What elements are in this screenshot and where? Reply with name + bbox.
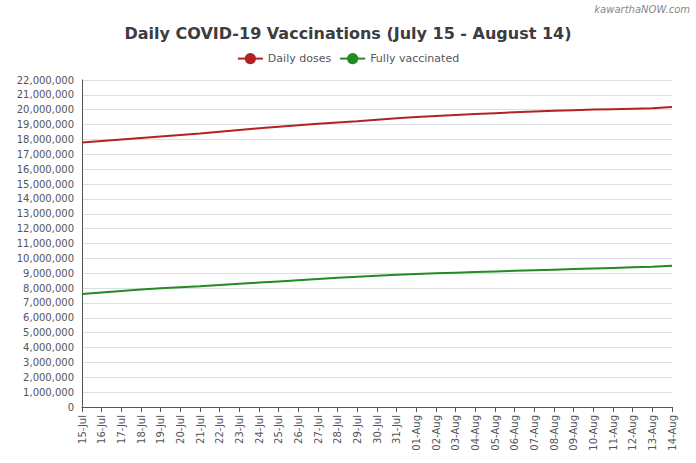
svg-text:27-Jul: 27-Jul <box>313 415 324 444</box>
svg-text:05-Aug: 05-Aug <box>490 415 501 451</box>
svg-text:25-Jul: 25-Jul <box>273 415 284 444</box>
svg-text:18,000,000: 18,000,000 <box>17 134 74 145</box>
svg-text:14-Aug: 14-Aug <box>667 415 678 451</box>
svg-text:22-Jul: 22-Jul <box>214 415 225 444</box>
svg-text:kawarthaNOW.com: kawarthaNOW.com <box>594 4 690 15</box>
svg-text:02-Aug: 02-Aug <box>431 415 442 451</box>
svg-text:7,000,000: 7,000,000 <box>23 297 74 308</box>
svg-text:17-Jul: 17-Jul <box>116 415 127 444</box>
svg-text:Fully vaccinated: Fully vaccinated <box>370 52 459 65</box>
svg-text:8,000,000: 8,000,000 <box>23 283 74 294</box>
svg-text:10,000,000: 10,000,000 <box>17 253 74 264</box>
svg-text:4,000,000: 4,000,000 <box>23 342 74 353</box>
svg-text:19,000,000: 19,000,000 <box>17 119 74 130</box>
svg-text:11,000,000: 11,000,000 <box>17 238 74 249</box>
svg-text:28-Jul: 28-Jul <box>332 415 343 444</box>
svg-text:21,000,000: 21,000,000 <box>17 89 74 100</box>
svg-text:03-Aug: 03-Aug <box>450 415 461 451</box>
svg-text:2,000,000: 2,000,000 <box>23 372 74 383</box>
svg-text:29-Jul: 29-Jul <box>352 415 363 444</box>
svg-text:14,000,000: 14,000,000 <box>17 193 74 204</box>
svg-text:0: 0 <box>68 402 74 413</box>
svg-text:30-Jul: 30-Jul <box>372 415 383 444</box>
svg-text:23-Jul: 23-Jul <box>234 415 245 444</box>
svg-text:26-Jul: 26-Jul <box>293 415 304 444</box>
svg-text:11-Aug: 11-Aug <box>608 415 619 451</box>
svg-text:08-Aug: 08-Aug <box>549 415 560 451</box>
svg-text:13,000,000: 13,000,000 <box>17 208 74 219</box>
svg-text:06-Aug: 06-Aug <box>509 415 520 451</box>
svg-text:Daily doses: Daily doses <box>268 52 332 65</box>
svg-text:12,000,000: 12,000,000 <box>17 223 74 234</box>
svg-text:09-Aug: 09-Aug <box>568 415 579 451</box>
svg-text:17,000,000: 17,000,000 <box>17 149 74 160</box>
svg-text:21-Jul: 21-Jul <box>195 415 206 444</box>
svg-text:19-Jul: 19-Jul <box>155 415 166 444</box>
svg-text:24-Jul: 24-Jul <box>254 415 265 444</box>
svg-text:15-Jul: 15-Jul <box>77 415 88 444</box>
svg-text:20-Jul: 20-Jul <box>175 415 186 444</box>
svg-text:6,000,000: 6,000,000 <box>23 312 74 323</box>
svg-text:5,000,000: 5,000,000 <box>23 327 74 338</box>
svg-text:15,000,000: 15,000,000 <box>17 179 74 190</box>
svg-text:04-Aug: 04-Aug <box>470 415 481 451</box>
svg-text:16,000,000: 16,000,000 <box>17 164 74 175</box>
svg-text:Daily COVID-19 Vaccinations (J: Daily COVID-19 Vaccinations (July 15 - A… <box>124 24 571 43</box>
svg-text:1,000,000: 1,000,000 <box>23 387 74 398</box>
svg-text:01-Aug: 01-Aug <box>411 415 422 451</box>
svg-text:3,000,000: 3,000,000 <box>23 357 74 368</box>
svg-text:22,000,000: 22,000,000 <box>17 75 74 86</box>
svg-text:12-Aug: 12-Aug <box>627 415 638 451</box>
svg-text:16-Jul: 16-Jul <box>96 415 107 444</box>
svg-text:07-Aug: 07-Aug <box>529 415 540 451</box>
svg-text:31-Jul: 31-Jul <box>391 415 402 444</box>
svg-text:9,000,000: 9,000,000 <box>23 268 74 279</box>
svg-text:13-Aug: 13-Aug <box>647 415 658 451</box>
svg-text:10-Aug: 10-Aug <box>588 415 599 451</box>
svg-text:18-Jul: 18-Jul <box>136 415 147 444</box>
svg-text:20,000,000: 20,000,000 <box>17 104 74 115</box>
